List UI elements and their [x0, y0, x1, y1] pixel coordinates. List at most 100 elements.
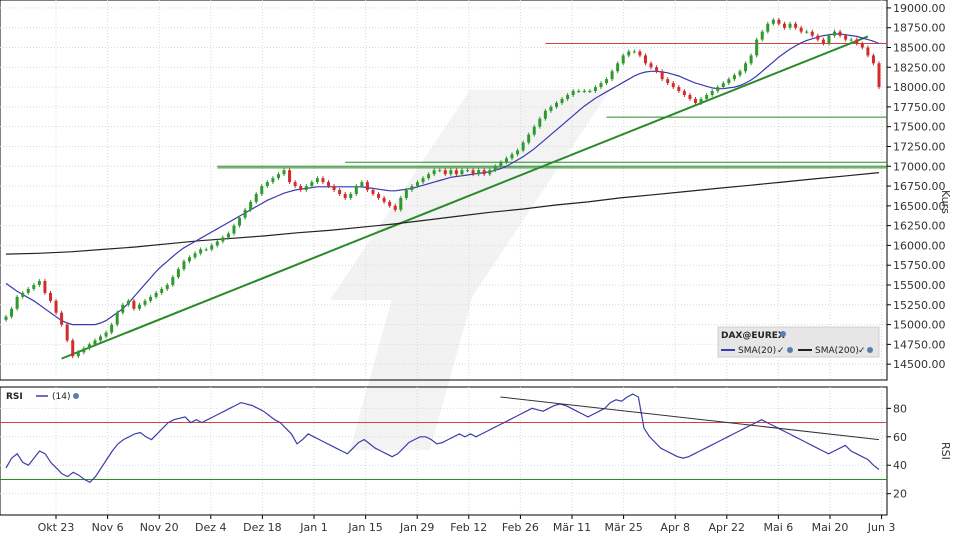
x-tick-label: Mai 6 — [764, 521, 794, 534]
candle-body — [866, 47, 870, 56]
trendline — [61, 35, 869, 360]
legend-sma20-check-icon[interactable]: ✓ — [777, 346, 785, 356]
candle-body — [215, 241, 219, 246]
candle-body — [627, 51, 631, 56]
candle-body — [115, 312, 119, 325]
candle-body — [226, 233, 230, 238]
candle-body — [199, 249, 203, 254]
candle-body — [48, 292, 52, 301]
x-tick-label: Feb 26 — [502, 521, 539, 534]
legend-sma200-settings-icon[interactable] — [867, 347, 873, 353]
candle-body — [349, 193, 353, 198]
candle-body — [315, 178, 319, 183]
candle-body — [532, 126, 536, 135]
price-tick-label: 16750.00 — [893, 180, 946, 193]
candle-body — [354, 186, 358, 194]
candle-body — [360, 182, 364, 187]
candle-body — [21, 292, 25, 297]
candle-body — [171, 277, 175, 285]
candle-body — [816, 35, 820, 40]
candle-body — [766, 23, 770, 32]
rsi-period: (14) — [52, 392, 70, 402]
candle-body — [877, 63, 881, 88]
candle-body — [605, 79, 609, 84]
candle-body — [577, 91, 581, 93]
price-tick-label: 15250.00 — [893, 299, 946, 312]
candle-body — [666, 79, 670, 84]
x-tick-label: Apr 8 — [660, 521, 690, 534]
candle-body — [221, 237, 225, 242]
candle-body — [827, 35, 831, 44]
candle-body — [721, 83, 725, 88]
candle-body — [716, 87, 720, 92]
candle-body — [121, 304, 125, 313]
candle-body — [460, 170, 464, 175]
candle-body — [677, 87, 681, 92]
x-tick-label: Dez 4 — [195, 521, 227, 534]
price-tick-label: 15500.00 — [893, 279, 946, 292]
candle-body — [60, 312, 64, 325]
candle-body — [549, 106, 553, 111]
rsi-line — [5, 393, 880, 484]
candle-body — [293, 182, 297, 187]
price-tick-label: 14500.00 — [893, 358, 946, 371]
rsi-settings-icon[interactable] — [73, 393, 79, 399]
price-tick-label: 15750.00 — [893, 259, 946, 272]
candle-body — [310, 182, 314, 187]
x-tick-label: Jan 15 — [347, 521, 382, 534]
legend: DAX@EUREX SMA(20) ✓ SMA(200) ✓ — [717, 326, 880, 358]
candle-body — [438, 170, 442, 172]
candle-body — [143, 300, 147, 305]
candle-body — [477, 170, 481, 175]
candle-body — [204, 249, 208, 251]
candle-body — [404, 190, 408, 198]
candle-body — [393, 205, 397, 210]
price-axis-title: Kurs — [939, 190, 952, 214]
candle-body — [321, 178, 325, 183]
price-tick-label: 17750.00 — [893, 101, 946, 114]
candle-body — [660, 71, 664, 80]
candle-body — [187, 257, 191, 262]
candle-body — [304, 186, 308, 190]
candle-body — [43, 281, 47, 293]
candle-body — [260, 186, 264, 194]
legend-settings-icon[interactable] — [780, 331, 786, 337]
candle-body — [160, 288, 164, 293]
price-tick-label: 18250.00 — [893, 61, 946, 74]
rsi-tick-label: 60 — [893, 431, 907, 444]
candle-body — [254, 193, 258, 202]
candle-body — [760, 31, 764, 40]
candle-body — [838, 31, 842, 36]
candle-body — [755, 39, 759, 56]
candle-body — [682, 91, 686, 95]
candle-body — [493, 166, 497, 171]
candle-body — [365, 182, 369, 190]
candle-body — [560, 98, 564, 103]
rsi-trendline — [500, 396, 880, 441]
sma200-line — [5, 172, 880, 255]
legend-sma20: SMA(20) — [738, 346, 776, 356]
legend-sma200: SMA(200) — [815, 346, 859, 356]
candle-body — [788, 23, 792, 28]
rsi-tick-label: 40 — [893, 459, 907, 472]
price-tick-label: 17000.00 — [893, 160, 946, 173]
candle-body — [699, 98, 703, 103]
x-tick-label: Apr 22 — [709, 521, 746, 534]
candle-body — [732, 75, 736, 80]
candle-body — [93, 340, 97, 345]
candle-body — [110, 324, 114, 333]
candle-body — [466, 170, 470, 172]
candle-body — [4, 316, 8, 320]
candle-body — [249, 201, 253, 210]
candle-body — [582, 91, 586, 93]
candle-body — [655, 67, 659, 72]
candle-body — [265, 182, 269, 187]
candle-body — [288, 170, 292, 183]
legend-sma200-check-icon[interactable]: ✓ — [858, 346, 866, 356]
x-tick-label: Mär 25 — [604, 521, 642, 534]
legend-sma20-settings-icon[interactable] — [787, 347, 793, 353]
candle-body — [538, 118, 542, 127]
candle-body — [844, 35, 848, 40]
candle-body — [643, 55, 647, 64]
